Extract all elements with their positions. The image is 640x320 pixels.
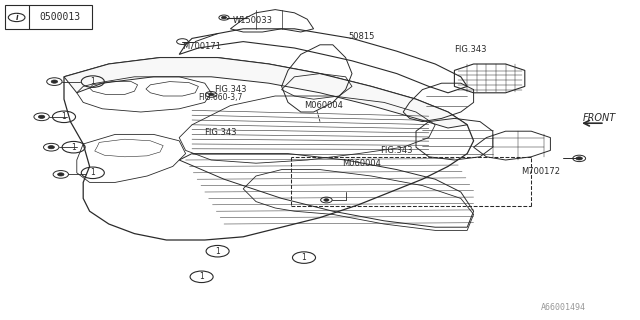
Text: FIG.343: FIG.343	[214, 85, 246, 94]
Text: FIG.660-3,7: FIG.660-3,7	[198, 93, 243, 102]
Circle shape	[576, 157, 582, 160]
Text: 1: 1	[199, 272, 204, 281]
Text: M060004: M060004	[304, 101, 342, 110]
Text: W150033: W150033	[233, 16, 273, 25]
Text: 1: 1	[90, 77, 95, 86]
Text: 1: 1	[301, 253, 307, 262]
Circle shape	[324, 199, 329, 201]
Circle shape	[221, 16, 227, 19]
Text: FRONT: FRONT	[582, 113, 616, 124]
Text: 1: 1	[71, 143, 76, 152]
Circle shape	[51, 80, 58, 83]
Text: M700171: M700171	[182, 42, 221, 51]
Circle shape	[38, 115, 45, 118]
Text: FIG.343: FIG.343	[454, 45, 486, 54]
Polygon shape	[64, 58, 467, 128]
Circle shape	[209, 93, 214, 96]
Text: FIG.343: FIG.343	[205, 128, 237, 137]
Text: 1: 1	[61, 112, 67, 121]
FancyBboxPatch shape	[5, 5, 92, 29]
Text: A66001494: A66001494	[541, 303, 586, 312]
Text: 50815: 50815	[348, 32, 375, 41]
Text: FIG.343: FIG.343	[381, 146, 413, 155]
Circle shape	[48, 146, 54, 149]
Circle shape	[58, 173, 64, 176]
Text: M700172: M700172	[522, 167, 560, 176]
Text: 1: 1	[215, 247, 220, 256]
Text: i: i	[15, 13, 18, 22]
Text: 0500013: 0500013	[39, 12, 80, 22]
Text: M060004: M060004	[342, 159, 381, 168]
Text: 1: 1	[90, 168, 95, 177]
